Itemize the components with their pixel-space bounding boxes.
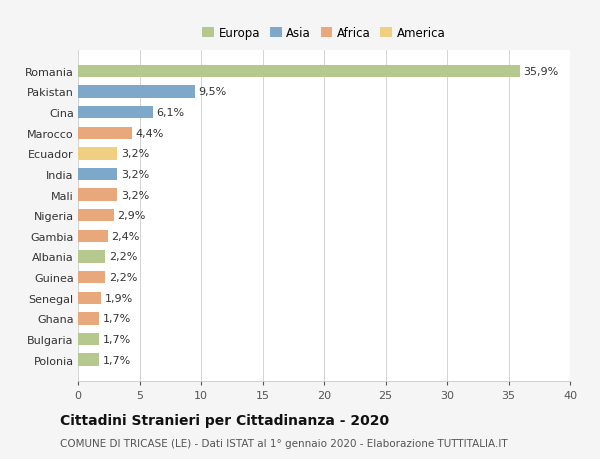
Text: Cittadini Stranieri per Cittadinanza - 2020: Cittadini Stranieri per Cittadinanza - 2… [60, 413, 389, 427]
Bar [78, 66, 520, 78]
Bar [78, 148, 118, 160]
Bar [78, 230, 107, 242]
Legend: Europa, Asia, Africa, America: Europa, Asia, Africa, America [199, 23, 449, 43]
Bar [78, 271, 105, 284]
Text: 2,9%: 2,9% [118, 211, 146, 221]
Bar [78, 251, 105, 263]
Text: COMUNE DI TRICASE (LE) - Dati ISTAT al 1° gennaio 2020 - Elaborazione TUTTITALIA: COMUNE DI TRICASE (LE) - Dati ISTAT al 1… [60, 438, 508, 448]
Text: 2,2%: 2,2% [109, 273, 137, 282]
Text: 2,2%: 2,2% [109, 252, 137, 262]
Bar [78, 168, 118, 181]
Text: 9,5%: 9,5% [199, 87, 227, 97]
Text: 1,7%: 1,7% [103, 355, 131, 365]
Text: 4,4%: 4,4% [136, 129, 164, 139]
Text: 1,7%: 1,7% [103, 313, 131, 324]
Text: 35,9%: 35,9% [523, 67, 559, 77]
Text: 3,2%: 3,2% [121, 190, 149, 200]
Bar [78, 127, 132, 140]
Text: 6,1%: 6,1% [157, 108, 185, 118]
Text: 1,9%: 1,9% [105, 293, 133, 303]
Text: 2,4%: 2,4% [111, 231, 140, 241]
Bar [78, 333, 99, 345]
Bar [78, 292, 101, 304]
Bar [78, 189, 118, 202]
Text: 3,2%: 3,2% [121, 169, 149, 179]
Bar [78, 210, 113, 222]
Text: 3,2%: 3,2% [121, 149, 149, 159]
Bar [78, 86, 195, 98]
Bar [78, 313, 99, 325]
Text: 1,7%: 1,7% [103, 334, 131, 344]
Bar [78, 353, 99, 366]
Bar [78, 106, 153, 119]
